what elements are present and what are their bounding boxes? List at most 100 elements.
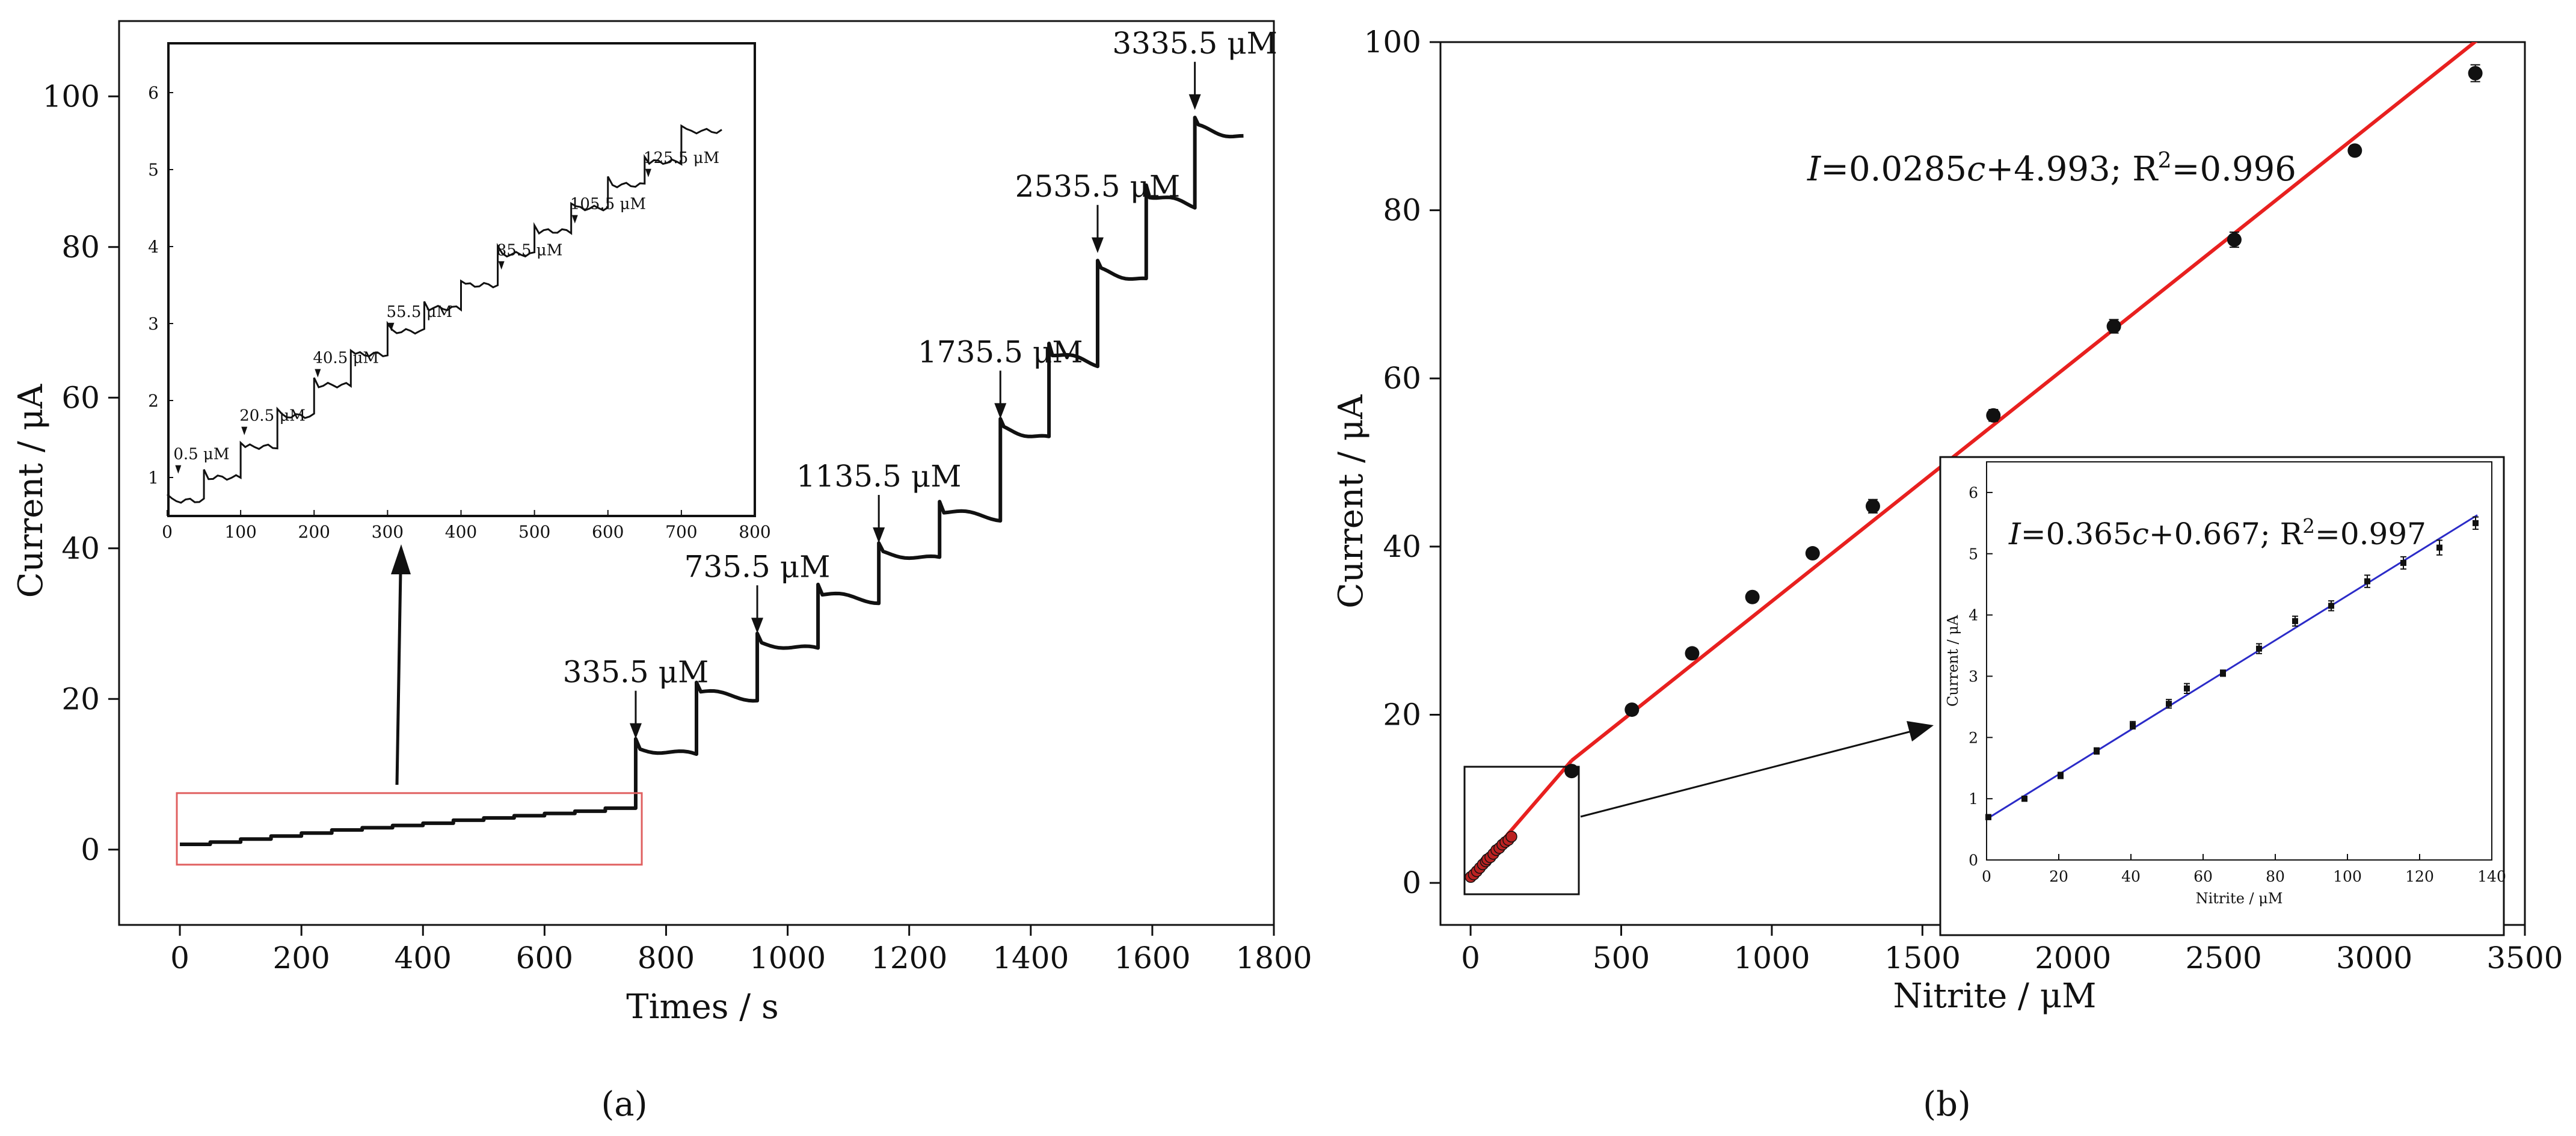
inset-data-point — [2473, 520, 2479, 526]
x-tick-label: 500 — [1593, 941, 1650, 975]
y-tick-label: 80 — [1383, 193, 1421, 228]
y-tick-label: 80 — [61, 230, 100, 265]
x-axis-label: Nitrite / μM — [1893, 977, 2097, 1016]
x-tick-label: 200 — [272, 941, 330, 975]
annotation-arrowhead — [873, 527, 885, 543]
inset-y-tick-label: 3 — [148, 314, 159, 334]
panel-a: 0 200 400 600 800 1000 1200 1400 1600 18000204060… — [11, 20, 1312, 1124]
inset-x-tick-label: 100 — [224, 522, 256, 542]
data-point — [2106, 319, 2121, 334]
inset-y-tick-label: 6 — [1969, 484, 1978, 502]
inset-y-axis-label: Current / μA — [1944, 615, 1961, 707]
zoom-region-box — [1463, 766, 1580, 895]
inset-x-tick-label: 800 — [739, 522, 770, 542]
inset-x-tick-label: 0 — [1982, 868, 1991, 885]
y-axis-label: Current / μA — [1332, 395, 1371, 609]
inset-x-tick-label: 60 — [2193, 868, 2213, 885]
zoom-arrow — [1580, 729, 1914, 818]
data-point — [1986, 408, 2001, 423]
inset-annotation-arrowhead — [241, 426, 248, 435]
fit-line — [1570, 42, 2478, 762]
inset-annotation-label: 0.5 μM — [173, 446, 229, 464]
annotation-arrowhead — [629, 723, 642, 739]
inset-data-point — [2400, 560, 2406, 566]
x-tick-label: 1000 — [1733, 941, 1810, 975]
x-tick-label: 2000 — [2035, 941, 2111, 975]
inset-data-point — [2364, 578, 2370, 585]
inset-y-tick-label: 5 — [148, 160, 159, 180]
data-point — [2227, 232, 2242, 247]
inset-y-tick-label: 2 — [1969, 729, 1978, 746]
annotation-label: 3335.5 μM — [1112, 26, 1277, 61]
inset-annotation-arrowhead — [498, 261, 505, 270]
y-tick-label: 20 — [61, 681, 100, 716]
x-axis-label: Times / s — [626, 987, 778, 1027]
inset-frame — [167, 42, 756, 517]
inset-data-point — [2256, 645, 2262, 652]
inset-data-point — [2184, 685, 2190, 692]
inset-annotation-arrowhead — [645, 168, 651, 177]
y-tick-label: 40 — [61, 531, 100, 566]
inset-annotation-label: 105.5 μM — [570, 195, 646, 213]
inset-annotation-label: 55.5 μM — [386, 303, 452, 321]
inset-a: 0 100 200 300 400 500 600 700 800 1 2 3 4 5 6 0.5 μM 20.… — [148, 42, 771, 542]
inset-data-point — [2220, 670, 2226, 677]
zoom-arrowhead — [391, 544, 411, 574]
inset-annotation-label: 85.5 μM — [497, 241, 563, 259]
inset-annotation-label: 40.5 μM — [313, 349, 379, 367]
inset-x-tick-label: 20 — [2049, 868, 2068, 885]
y-axis-label: Current / μA — [11, 384, 51, 598]
y-tick-label: 0 — [1402, 865, 1421, 900]
inset-current-trace — [167, 124, 722, 504]
inset-fit-equation: I=0.365c+0.667; R2=0.997 — [2008, 515, 2426, 551]
inset-frame — [1939, 456, 2505, 936]
annotation-label: 335.5 μM — [563, 655, 709, 690]
inset-data-point — [2130, 722, 2136, 728]
inset-y-tick-label: 1 — [1969, 790, 1978, 808]
y-tick-label: 100 — [43, 79, 100, 114]
inset-y-tick-label: 6 — [148, 83, 159, 103]
panel-label: (a) — [601, 1085, 647, 1124]
inset-x-tick-label: 300 — [372, 522, 404, 542]
plot-frame — [118, 20, 1275, 926]
current-trace — [180, 115, 1244, 846]
x-tick-label: 1400 — [992, 941, 1069, 975]
data-point — [1625, 702, 1640, 717]
y-tick-label: 60 — [61, 380, 100, 415]
inset-annotation-label: 20.5 μM — [239, 407, 306, 425]
data-point — [1805, 546, 1820, 561]
zoom-region-box — [176, 792, 643, 866]
data-point — [1745, 589, 1760, 604]
inset-x-tick-label: 40 — [2121, 868, 2141, 885]
annotation-label: 735.5 μM — [684, 549, 831, 584]
x-tick-label: 3500 — [2486, 941, 2563, 975]
inset-data-point — [2292, 618, 2298, 624]
inset-y-tick-label: 4 — [1969, 607, 1978, 624]
inset-x-tick-label: 600 — [592, 522, 624, 542]
inset-x-tick-label: 140 — [2477, 868, 2506, 885]
data-point — [1865, 499, 1880, 514]
inset-annotation-arrowhead — [175, 465, 182, 474]
data-point — [1685, 646, 1700, 661]
annotation-arrowhead — [1091, 237, 1104, 253]
inset-x-tick-label: 120 — [2405, 868, 2434, 885]
inset-x-axis-label: Nitrite / μM — [2196, 890, 2283, 907]
inset-annotation-arrowhead — [571, 215, 578, 224]
x-tick-label: 2500 — [2186, 941, 2262, 975]
inset-y-tick-label: 1 — [148, 468, 159, 488]
inset-y-tick-label: 4 — [148, 237, 159, 257]
inset-b: 0 20 40 60 80 100 120 140 0 1 2 3 4 5 6 Nitrite / μM Cur… — [1939, 456, 2506, 936]
x-tick-label: 800 — [638, 941, 695, 975]
x-tick-label: 0 — [1461, 941, 1480, 975]
y-tick-label: 20 — [1383, 697, 1421, 732]
inset-data-point — [1985, 814, 1991, 820]
inset-annotation-label: 125.5 μM — [644, 149, 719, 167]
inset-annotation-arrowhead — [315, 369, 321, 378]
inset-y-tick-label: 2 — [148, 391, 159, 411]
annotation-label: 2535.5 μM — [1015, 169, 1181, 204]
annotation-label: 1135.5 μM — [796, 459, 962, 494]
y-tick-label: 100 — [1364, 25, 1421, 60]
panel-label: (b) — [1923, 1085, 1971, 1124]
inset-annotation-arrowhead — [388, 322, 395, 331]
